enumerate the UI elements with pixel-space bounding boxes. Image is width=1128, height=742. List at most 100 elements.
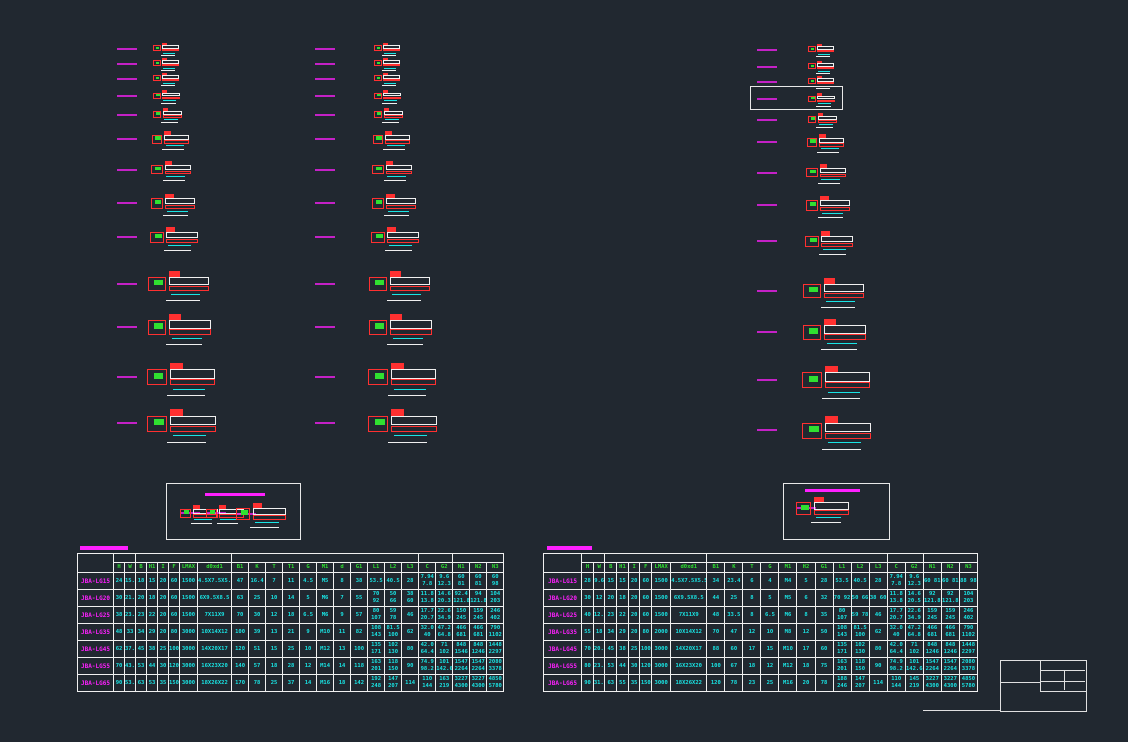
value-cell: 74.9 98.2	[418, 657, 437, 675]
drawing-stroke	[375, 233, 383, 239]
value-cell: 5	[760, 589, 780, 607]
value-cell: 120	[231, 640, 250, 658]
value-cell: 60	[168, 589, 180, 607]
drawing-stroke	[383, 67, 396, 69]
value-cell: 1500	[179, 589, 198, 607]
drawing-stroke	[169, 314, 181, 320]
value-cell: 848 1246	[922, 640, 942, 658]
drawing-label	[757, 429, 777, 432]
value-cell: M16	[316, 674, 335, 692]
value-cell: 40	[581, 606, 594, 624]
drawing-stroke	[170, 409, 184, 416]
drawing-stroke	[817, 53, 830, 55]
title-block-cell	[1040, 660, 1087, 692]
column-header: M1	[316, 562, 335, 573]
model-name-cell: JBA-LG25	[542, 606, 583, 624]
value-cell: 23	[135, 606, 147, 624]
value-cell: 55	[581, 623, 594, 641]
drawing-stroke	[385, 161, 394, 165]
column-header: B	[135, 562, 147, 573]
value-cell: 40.5	[384, 572, 403, 590]
drawing-stroke	[236, 507, 251, 520]
drawing-stroke	[376, 112, 381, 115]
drawing-stroke	[153, 75, 161, 82]
value-cell: 70	[113, 657, 125, 675]
column-header: B1	[231, 562, 250, 573]
drawing-stroke	[820, 200, 850, 207]
left-table-title	[80, 546, 128, 550]
drawing-label	[315, 236, 335, 239]
drawing-stroke	[816, 127, 833, 128]
value-cell: 466 681	[922, 623, 942, 641]
drawing-stroke	[823, 249, 847, 251]
value-cell: 4.5X7.5X5.5	[670, 572, 708, 590]
drawing-stroke	[820, 196, 829, 201]
drawing-stroke	[190, 523, 213, 524]
drawing-stroke	[816, 67, 834, 70]
table-row: JBA-LG152415.51815206015004.5X7.5X5.3471…	[77, 572, 505, 590]
drawing-stroke	[162, 92, 181, 97]
model-name-cell: JBA-LG20	[542, 589, 583, 607]
value-cell: 22.6 34.9	[435, 606, 454, 624]
value-cell: 192 248	[367, 674, 386, 692]
drawing-stroke	[163, 215, 189, 216]
drawing-stroke	[824, 325, 866, 334]
value-cell: 38 60	[401, 589, 420, 607]
right-spec-table: H W B H1 I F LMAX d0xd1 B1 K T G M1 H2 G1 L1 L2 L3 C G2 N1 N2…	[542, 553, 979, 692]
drawing-stroke	[385, 170, 413, 175]
drawing-label	[117, 77, 137, 80]
drawing-stroke	[821, 235, 854, 243]
value-cell: 14	[282, 589, 301, 607]
drawing-stroke	[391, 409, 405, 416]
drawing-stroke	[168, 271, 181, 277]
column-header: I	[627, 562, 641, 573]
drawing-stroke	[383, 108, 390, 111]
value-cell: 30	[113, 589, 125, 607]
column-header: d	[333, 562, 352, 573]
value-cell: 7.94 7.8	[418, 572, 437, 590]
value-cell: 8	[742, 589, 762, 607]
drawing-stroke	[209, 510, 215, 514]
column-header: H1	[146, 562, 158, 573]
left-spec-table: H W B H1 I F LMAX d0xd1 B1 K T T1 G M1 d G1 L1 L2 L3 C G2 N1 N…	[77, 553, 505, 692]
detail-box-right-title	[805, 489, 860, 492]
value-cell: 67	[724, 657, 744, 675]
drawing-stroke	[819, 134, 827, 138]
drawing-stroke	[155, 61, 160, 64]
value-cell: 120	[706, 674, 726, 692]
value-cell: 108 143	[832, 623, 852, 641]
value-cell: 18	[135, 572, 147, 590]
drawing-stroke	[162, 67, 175, 69]
value-cell: 62	[401, 623, 420, 641]
value-cell: 22	[616, 606, 629, 624]
value-cell: 20	[157, 623, 169, 641]
drawing-stroke	[148, 320, 166, 335]
drawing-stroke	[383, 115, 404, 118]
model-name-cell: JBA-LG15	[77, 572, 114, 590]
value-cell: 80 107	[367, 606, 386, 624]
value-cell: 63	[231, 589, 250, 607]
drawing-stroke	[371, 231, 385, 244]
drawing-stroke	[389, 245, 413, 247]
value-cell: 78	[814, 674, 834, 692]
drawing-stroke	[172, 388, 205, 390]
table-row: JBA-LG20 30 12 20 18 20 60 1500 6X9.5X8.5 44 25 8 5 M…	[542, 589, 979, 607]
selection-highlight-box[interactable]	[750, 86, 843, 110]
drawing-stroke	[376, 46, 381, 49]
drawing-stroke	[374, 75, 382, 82]
drawing-stroke	[809, 202, 817, 207]
drawing-stroke	[161, 122, 178, 123]
value-cell: 2080 3378	[486, 657, 505, 675]
value-cell: 17.7 20.7	[418, 606, 437, 624]
value-cell: 102 130	[850, 640, 870, 658]
value-cell: 57	[248, 657, 267, 675]
value-cell: 18	[282, 606, 301, 624]
drawing-label	[117, 168, 137, 171]
model-name-cell: JBA-LG20	[77, 589, 114, 607]
value-cell: 848 1246	[469, 640, 488, 658]
drawing-stroke	[369, 320, 387, 335]
drawing-stroke	[817, 152, 839, 153]
value-cell: 14	[299, 674, 318, 692]
value-cell: 60 81	[452, 572, 471, 590]
drawing-stroke	[170, 425, 217, 433]
